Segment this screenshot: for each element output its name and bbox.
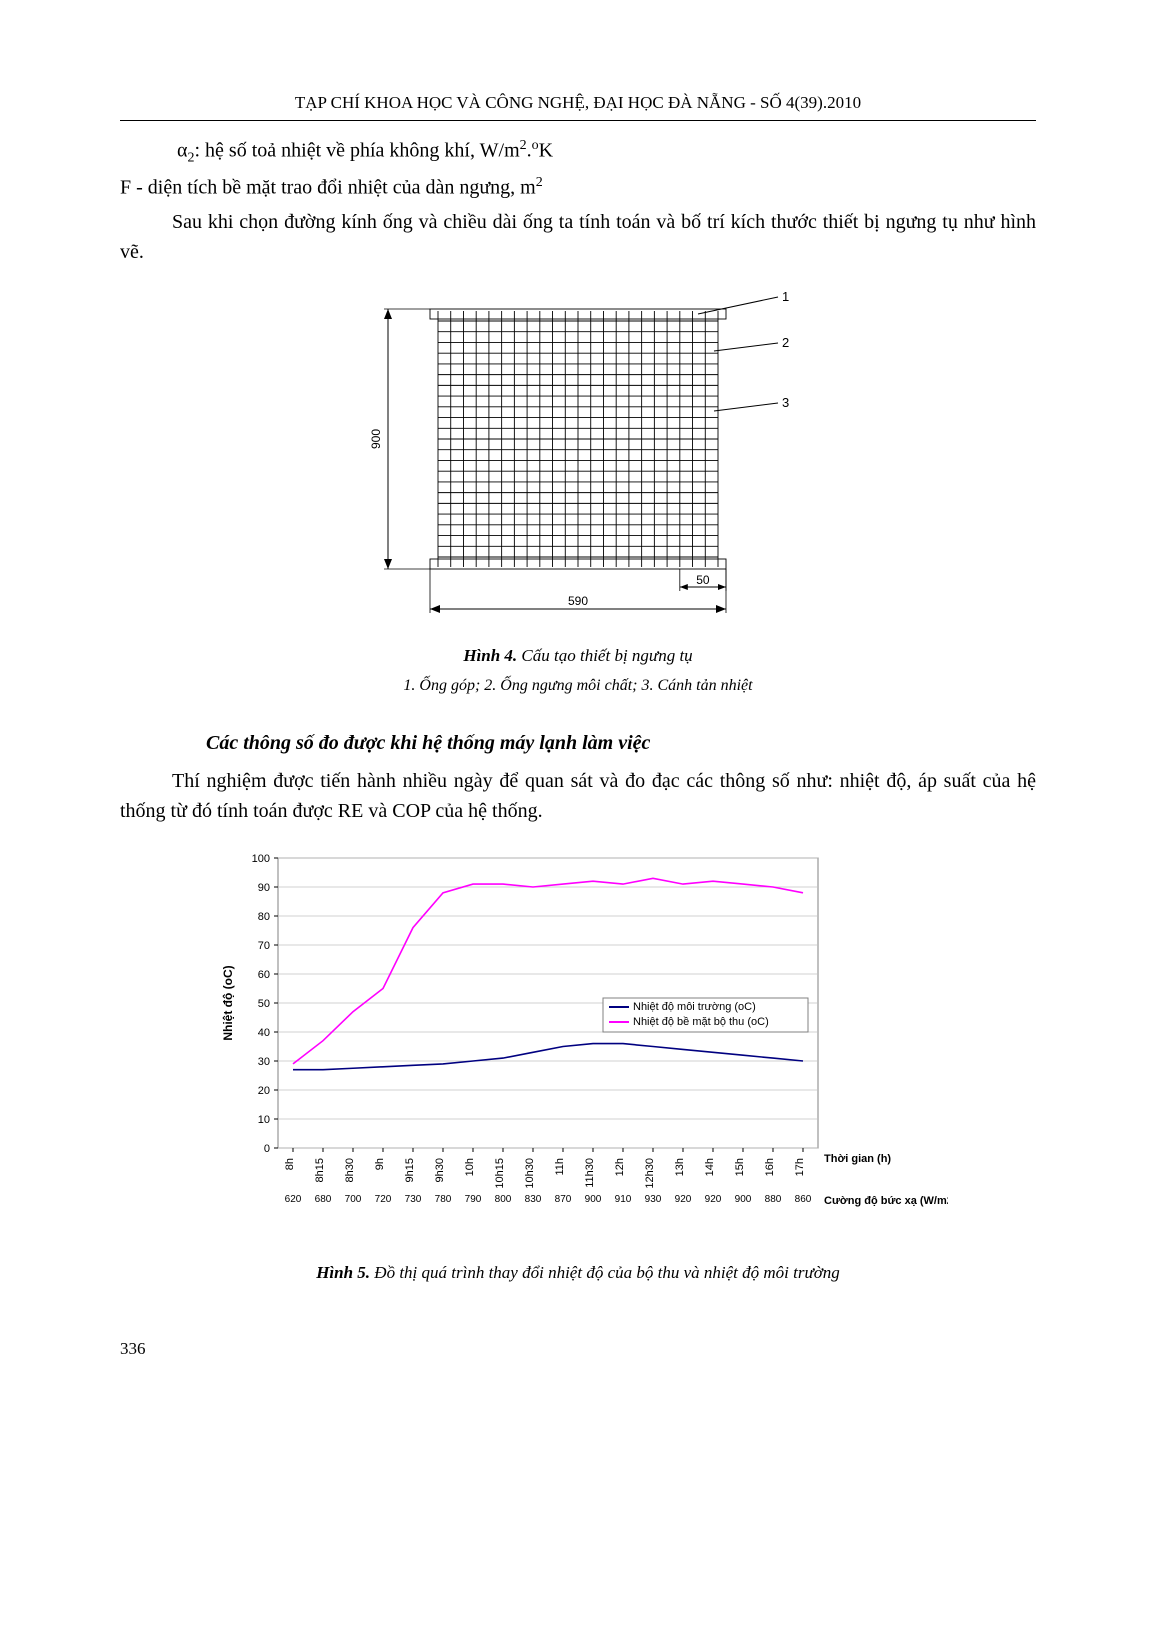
figure5-svg: 0 10 20 30 40 50 60 70 80 90 100 8h 8h15 8h30 9h 9h15 9h… bbox=[208, 848, 948, 1238]
section-title: Các thông số đo được khi hệ thống máy lạ… bbox=[206, 728, 1036, 758]
svg-text:790: 790 bbox=[465, 1194, 482, 1205]
svg-text:900: 900 bbox=[585, 1194, 602, 1205]
fig5-label: Hình 5. bbox=[316, 1263, 370, 1282]
svg-text:12h: 12h bbox=[614, 1158, 626, 1176]
figure5-caption: Hình 5. Đồ thị quá trình thay đổi nhiệt … bbox=[120, 1260, 1036, 1286]
svg-text:830: 830 bbox=[525, 1194, 542, 1205]
svg-text:720: 720 bbox=[375, 1194, 392, 1205]
svg-text:40: 40 bbox=[258, 1027, 270, 1039]
svg-text:30: 30 bbox=[258, 1056, 270, 1068]
svg-text:11h: 11h bbox=[554, 1158, 566, 1176]
svg-text:900: 900 bbox=[369, 428, 383, 448]
svg-text:Thời gian (h): Thời gian (h) bbox=[824, 1153, 891, 1165]
figure5: 0 10 20 30 40 50 60 70 80 90 100 8h 8h15 8h30 9h 9h15 9h… bbox=[120, 848, 1036, 1246]
svg-text:60: 60 bbox=[258, 969, 270, 981]
alpha2-line: α 2: hệ số toả nhiệt về phía không khí, W… bbox=[120, 135, 1036, 169]
para-after-text: Sau khi chọn đường kính ống và chiều dài… bbox=[120, 211, 1036, 263]
svg-text:80: 80 bbox=[258, 911, 270, 923]
svg-text:20: 20 bbox=[258, 1085, 270, 1097]
svg-text:8h15: 8h15 bbox=[314, 1158, 326, 1182]
svg-text:920: 920 bbox=[675, 1194, 692, 1205]
svg-text:900: 900 bbox=[735, 1194, 752, 1205]
svg-text:17h: 17h bbox=[794, 1158, 806, 1176]
svg-text:870: 870 bbox=[555, 1194, 572, 1205]
svg-text:Nhiệt độ môi trường (oC): Nhiệt độ môi trường (oC) bbox=[633, 1001, 756, 1013]
svg-text:880: 880 bbox=[765, 1194, 782, 1205]
svg-text:930: 930 bbox=[645, 1194, 662, 1205]
svg-text:3: 3 bbox=[782, 395, 789, 410]
svg-text:780: 780 bbox=[435, 1194, 452, 1205]
svg-text:9h: 9h bbox=[374, 1158, 386, 1170]
svg-text:50: 50 bbox=[258, 998, 270, 1010]
svg-text:730: 730 bbox=[405, 1194, 422, 1205]
svg-text:Nhiệt độ bề mặt bộ thu (oC): Nhiệt độ bề mặt bộ thu (oC) bbox=[633, 1016, 769, 1028]
figure4-subcaption: 1. Ống góp; 2. Ống ngưng môi chất; 3. Cá… bbox=[120, 674, 1036, 698]
alpha-text: : hệ số toả nhiệt về phía không khí, W/m bbox=[194, 139, 519, 161]
svg-text:16h: 16h bbox=[764, 1158, 776, 1176]
svg-text:13h: 13h bbox=[674, 1158, 686, 1176]
svg-text:590: 590 bbox=[568, 594, 588, 608]
journal-header: TẠP CHÍ KHOA HỌC VÀ CÔNG NGHỆ, ĐẠI HỌC Đ… bbox=[120, 90, 1036, 121]
journal-title: TẠP CHÍ KHOA HỌC VÀ CÔNG NGHỆ, ĐẠI HỌC Đ… bbox=[295, 93, 861, 112]
svg-text:680: 680 bbox=[315, 1194, 332, 1205]
svg-text:700: 700 bbox=[345, 1194, 362, 1205]
section-para-text: Thí nghiệm được tiến hành nhiều ngày để … bbox=[120, 770, 1036, 822]
F-text: F - diện tích bề mặt trao đổi nhiệt của … bbox=[120, 177, 536, 199]
svg-text:50: 50 bbox=[696, 573, 710, 587]
svg-text:800: 800 bbox=[495, 1194, 512, 1205]
page-number: 336 bbox=[120, 1336, 1036, 1362]
svg-text:8h: 8h bbox=[284, 1158, 296, 1170]
svg-text:90: 90 bbox=[258, 882, 270, 894]
svg-text:Nhiệt độ (oC): Nhiệt độ (oC) bbox=[221, 966, 235, 1041]
svg-text:9h15: 9h15 bbox=[404, 1158, 416, 1182]
svg-text:1: 1 bbox=[782, 289, 789, 304]
svg-text:15h: 15h bbox=[734, 1158, 746, 1176]
svg-text:9h30: 9h30 bbox=[434, 1158, 446, 1182]
alpha-sup1: 2 bbox=[520, 138, 527, 153]
svg-text:Cường độ bức xạ (W/m2): Cường độ bức xạ (W/m2) bbox=[824, 1195, 948, 1207]
svg-text:12h30: 12h30 bbox=[644, 1158, 656, 1189]
svg-text:920: 920 bbox=[705, 1194, 722, 1205]
F-line: F - diện tích bề mặt trao đổi nhiệt của … bbox=[120, 172, 1036, 203]
alpha-sup2: o bbox=[532, 138, 539, 153]
svg-text:10: 10 bbox=[258, 1114, 270, 1126]
svg-text:0: 0 bbox=[264, 1143, 270, 1155]
fig4-label: Hình 4. bbox=[463, 646, 517, 665]
svg-text:860: 860 bbox=[795, 1194, 812, 1205]
alpha-unit: K bbox=[539, 139, 553, 161]
svg-text:14h: 14h bbox=[704, 1158, 716, 1176]
svg-text:100: 100 bbox=[252, 853, 270, 865]
figure4: 1 2 3 900 590 50 bbox=[120, 289, 1036, 637]
svg-text:10h15: 10h15 bbox=[494, 1158, 506, 1189]
svg-text:2: 2 bbox=[782, 335, 789, 350]
figure4-caption: Hình 4. Cấu tạo thiết bị ngưng tụ bbox=[120, 643, 1036, 669]
svg-text:910: 910 bbox=[615, 1194, 632, 1205]
svg-text:70: 70 bbox=[258, 940, 270, 952]
para-after: Sau khi chọn đường kính ống và chiều dài… bbox=[120, 207, 1036, 267]
alpha-symbol: α bbox=[177, 139, 187, 161]
section-para: Thí nghiệm được tiến hành nhiều ngày để … bbox=[120, 766, 1036, 826]
F-sup: 2 bbox=[536, 175, 543, 190]
figure4-svg: 1 2 3 900 590 50 bbox=[318, 289, 838, 629]
svg-text:10h: 10h bbox=[464, 1158, 476, 1176]
fig5-desc: Đồ thị quá trình thay đổi nhiệt độ của b… bbox=[370, 1263, 840, 1282]
svg-text:10h30: 10h30 bbox=[524, 1158, 536, 1189]
fig4-desc: Cấu tạo thiết bị ngưng tụ bbox=[517, 646, 693, 665]
svg-text:620: 620 bbox=[285, 1194, 302, 1205]
svg-text:11h30: 11h30 bbox=[584, 1158, 596, 1188]
svg-text:8h30: 8h30 bbox=[344, 1158, 356, 1182]
